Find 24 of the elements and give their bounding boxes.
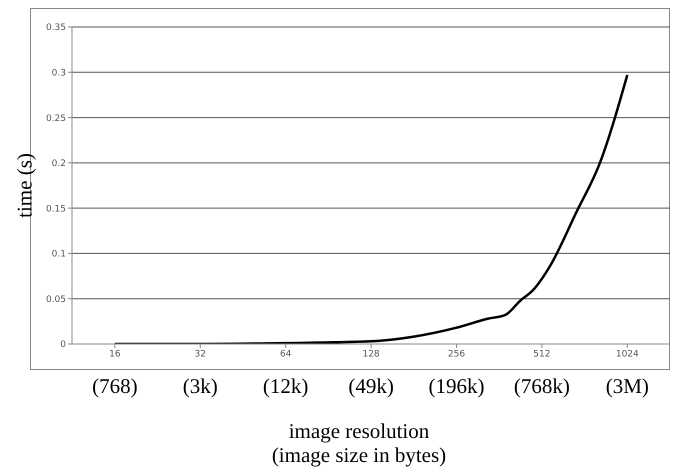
y-tick-label: 0.25	[46, 114, 66, 124]
y-tick-label: 0	[60, 340, 66, 350]
text: (768)	[92, 374, 138, 398]
x-tick-label: 16	[109, 349, 121, 360]
y-tick-label: 0.2	[52, 159, 66, 170]
x-tick-label: 128	[362, 349, 380, 360]
y-tick-label: 0.1	[52, 250, 66, 260]
x-tick-label: 256	[448, 349, 466, 360]
text: (49k)	[348, 374, 394, 398]
y-tick-label: 0.05	[46, 294, 66, 305]
y-tick-label: 0.35	[46, 23, 66, 34]
x-axis-title: image resolution (image size in bytes)	[272, 419, 446, 467]
x-tick-label: 512	[533, 349, 550, 360]
x-tick-label: 64	[280, 349, 292, 360]
text: (3M)	[606, 374, 649, 398]
y-tick-label: 0.3	[52, 68, 66, 78]
x-tick-label: 32	[194, 349, 206, 360]
text: (12k)	[262, 374, 308, 398]
text: (768k)	[514, 374, 570, 398]
x-tick-label: 1024	[616, 349, 640, 360]
text: (3k)	[182, 374, 218, 398]
y-axis-title: time (s)	[12, 153, 36, 218]
text: (196k)	[428, 374, 484, 398]
y-tick-label: 0.15	[46, 204, 66, 214]
